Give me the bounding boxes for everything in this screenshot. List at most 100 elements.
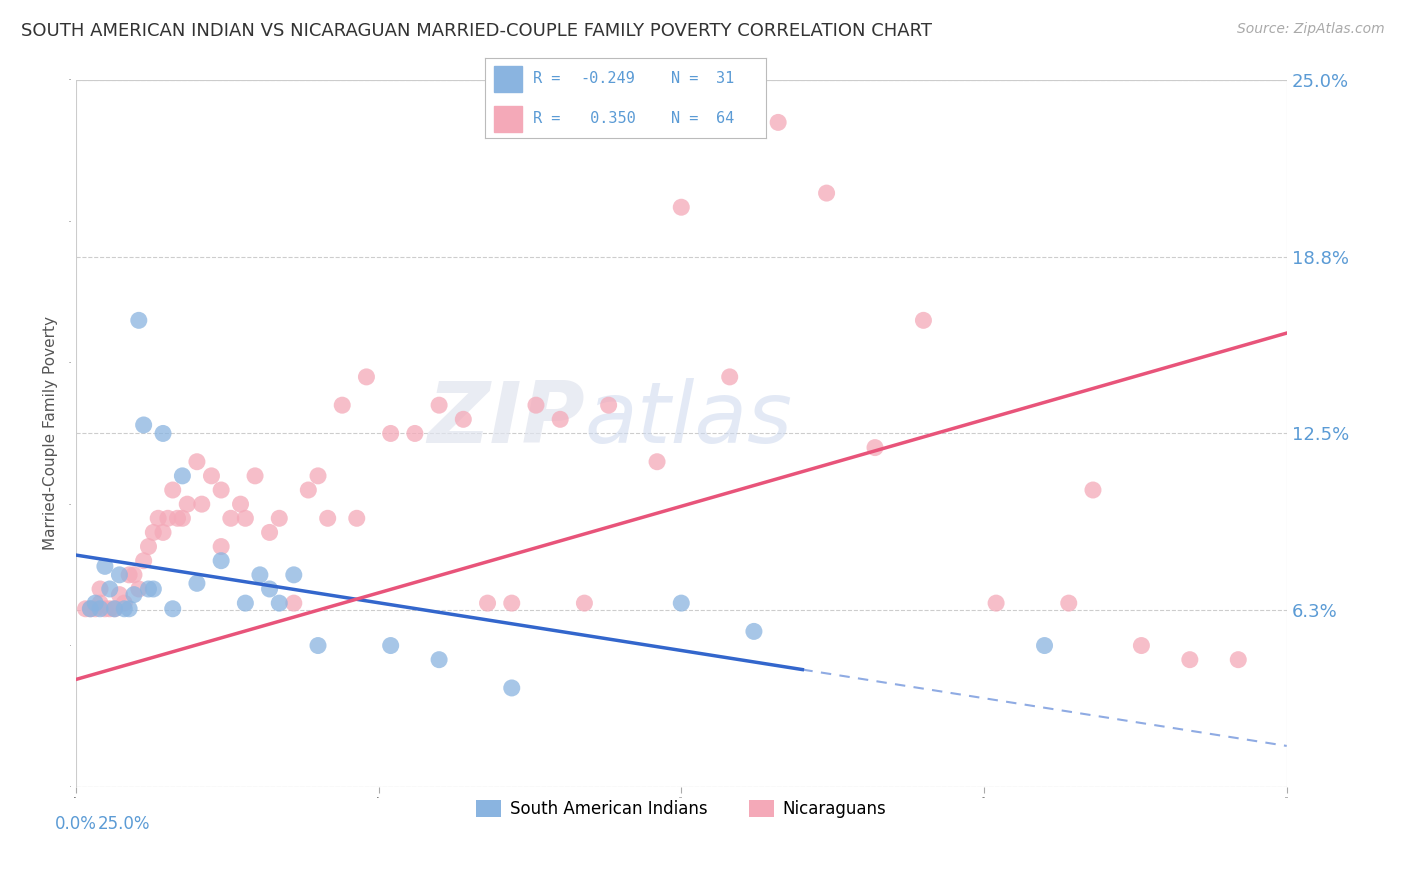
Point bbox=[132, 554, 155, 568]
Point bbox=[112, 601, 135, 615]
Text: N =: N = bbox=[671, 112, 707, 127]
Point bbox=[152, 525, 174, 540]
Point bbox=[209, 483, 232, 497]
Point bbox=[118, 567, 141, 582]
Point bbox=[548, 412, 571, 426]
Point bbox=[283, 596, 305, 610]
Text: 31: 31 bbox=[716, 71, 734, 87]
Point bbox=[524, 398, 547, 412]
Point bbox=[166, 511, 188, 525]
Point bbox=[453, 412, 475, 426]
Point bbox=[104, 601, 127, 615]
Text: 64: 64 bbox=[716, 112, 734, 127]
Point bbox=[122, 567, 145, 582]
Text: Source: ZipAtlas.com: Source: ZipAtlas.com bbox=[1237, 22, 1385, 37]
Point bbox=[1033, 639, 1056, 653]
Point bbox=[162, 601, 184, 615]
Legend: South American Indians, Nicaraguans: South American Indians, Nicaraguans bbox=[470, 793, 893, 824]
Point bbox=[200, 468, 222, 483]
Point bbox=[671, 596, 693, 610]
Point bbox=[815, 186, 838, 200]
Point bbox=[269, 511, 291, 525]
Point bbox=[229, 497, 252, 511]
Point bbox=[98, 582, 121, 596]
Point bbox=[574, 596, 596, 610]
Point bbox=[89, 601, 111, 615]
Point bbox=[766, 115, 789, 129]
Y-axis label: Married-Couple Family Poverty: Married-Couple Family Poverty bbox=[44, 317, 58, 550]
Point bbox=[1178, 653, 1201, 667]
Point bbox=[243, 468, 266, 483]
Point bbox=[156, 511, 179, 525]
Point bbox=[108, 588, 131, 602]
Point bbox=[128, 313, 150, 327]
Text: 0.350: 0.350 bbox=[581, 112, 636, 127]
Text: 25.0%: 25.0% bbox=[98, 815, 150, 833]
Bar bbox=[494, 106, 522, 132]
Point bbox=[118, 601, 141, 615]
Point bbox=[1057, 596, 1080, 610]
Point bbox=[148, 511, 170, 525]
Point bbox=[330, 398, 353, 412]
Text: atlas: atlas bbox=[585, 378, 793, 461]
Point bbox=[501, 596, 523, 610]
Point bbox=[162, 483, 184, 497]
Point bbox=[79, 601, 101, 615]
Point bbox=[477, 596, 499, 610]
Point bbox=[89, 582, 111, 596]
Point bbox=[104, 601, 127, 615]
Text: ZIP: ZIP bbox=[427, 378, 585, 461]
Point bbox=[380, 639, 402, 653]
Point bbox=[671, 200, 693, 214]
Point bbox=[307, 639, 329, 653]
Point bbox=[269, 596, 291, 610]
Point bbox=[186, 576, 208, 591]
Point bbox=[108, 567, 131, 582]
Text: R =: R = bbox=[533, 112, 569, 127]
Point bbox=[249, 567, 271, 582]
Point bbox=[112, 596, 135, 610]
Point bbox=[172, 468, 194, 483]
Point bbox=[235, 596, 257, 610]
Point bbox=[1227, 653, 1250, 667]
Point bbox=[501, 681, 523, 695]
Point bbox=[142, 582, 165, 596]
Text: N =: N = bbox=[671, 71, 707, 87]
Text: SOUTH AMERICAN INDIAN VS NICARAGUAN MARRIED-COUPLE FAMILY POVERTY CORRELATION CH: SOUTH AMERICAN INDIAN VS NICARAGUAN MARR… bbox=[21, 22, 932, 40]
Bar bbox=[494, 66, 522, 92]
Point bbox=[219, 511, 242, 525]
Point bbox=[176, 497, 198, 511]
Point bbox=[1081, 483, 1104, 497]
Text: R =: R = bbox=[533, 71, 569, 87]
Point bbox=[427, 398, 450, 412]
Point bbox=[122, 588, 145, 602]
Point bbox=[142, 525, 165, 540]
Point bbox=[209, 540, 232, 554]
Point bbox=[98, 601, 121, 615]
Point bbox=[283, 567, 305, 582]
Point bbox=[645, 455, 668, 469]
Point bbox=[209, 554, 232, 568]
Point bbox=[356, 370, 378, 384]
Point bbox=[89, 596, 111, 610]
Point bbox=[259, 525, 281, 540]
Text: 0.0%: 0.0% bbox=[55, 815, 97, 833]
Point bbox=[307, 468, 329, 483]
Point bbox=[186, 455, 208, 469]
Point bbox=[912, 313, 935, 327]
Point bbox=[84, 601, 107, 615]
Point bbox=[191, 497, 214, 511]
Point bbox=[94, 601, 117, 615]
Point bbox=[235, 511, 257, 525]
Point bbox=[132, 417, 155, 432]
Point bbox=[172, 511, 194, 525]
Point bbox=[128, 582, 150, 596]
Text: -0.249: -0.249 bbox=[581, 71, 636, 87]
Point bbox=[598, 398, 620, 412]
Point bbox=[380, 426, 402, 441]
Point bbox=[297, 483, 319, 497]
Point bbox=[346, 511, 368, 525]
Point bbox=[742, 624, 765, 639]
Point bbox=[79, 601, 101, 615]
Point bbox=[316, 511, 339, 525]
